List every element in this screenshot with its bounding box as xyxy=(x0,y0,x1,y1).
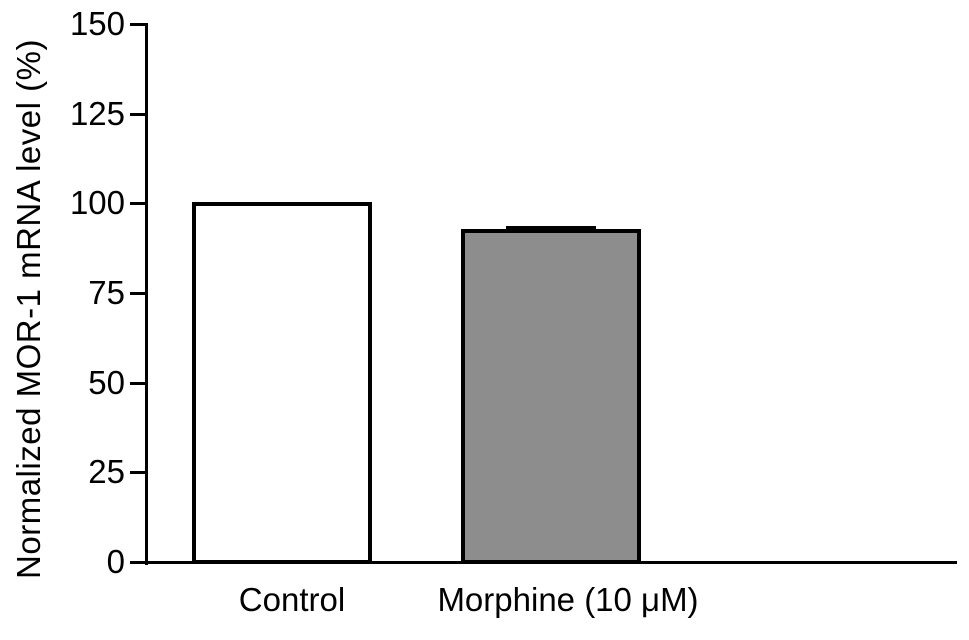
error-bar-cap-morphine-10-m xyxy=(506,225,596,230)
y-tick-label: 75 xyxy=(88,274,125,311)
y-tick-mark xyxy=(130,471,145,475)
y-tick-mark xyxy=(130,292,145,295)
y-tick-label: 50 xyxy=(88,363,125,401)
y-tick-mark xyxy=(130,23,145,26)
y-tick-label: 0 xyxy=(106,543,125,580)
y-tick-label: 100 xyxy=(69,184,125,222)
y-tick-mark xyxy=(130,112,145,116)
y-tick-mark xyxy=(130,202,145,206)
y-tick-label: 25 xyxy=(88,453,125,491)
x-tick-label: Morphine (10 μM) xyxy=(437,581,699,618)
y-tick-label: 125 xyxy=(69,94,125,132)
y-axis-line xyxy=(145,23,148,565)
y-tick-mark xyxy=(130,381,145,385)
y-tick-mark xyxy=(130,561,145,564)
bar-morphine-10-m xyxy=(461,229,641,564)
y-tick-label: 150 xyxy=(69,5,125,42)
x-tick-label: Control xyxy=(238,581,346,618)
bar-control xyxy=(192,202,372,564)
